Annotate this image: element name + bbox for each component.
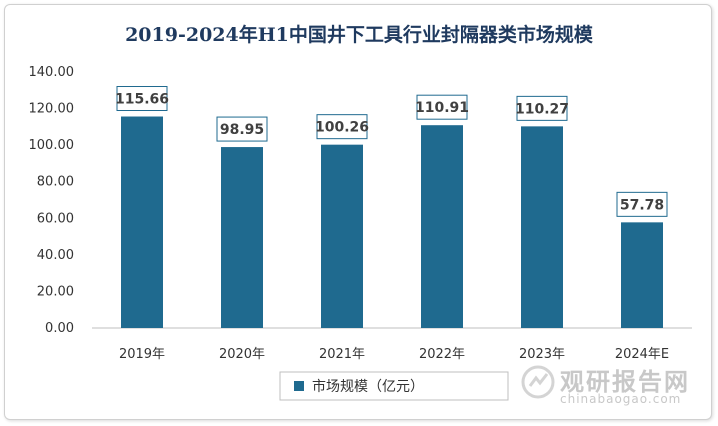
watermark-logo-icon [521,365,555,399]
y-tick-label: 0.00 [45,321,74,336]
x-tick-label: 2021年 [319,347,365,362]
x-tick-label: 2022年 [419,347,465,362]
x-tick-label: 2019年 [119,347,165,362]
bar [421,125,463,328]
y-tick-label: 140.00 [29,65,75,80]
data-label: 110.91 [415,100,469,116]
chart-title: 2019-2024年H1中国井下工具行业封隔器类市场规模 [125,24,593,46]
data-label: 57.78 [620,197,664,213]
data-label: 100.26 [315,120,369,136]
bar [621,222,663,328]
data-label: 115.66 [115,92,169,108]
y-tick-label: 80.00 [37,175,74,190]
y-tick-label: 40.00 [37,248,74,263]
data-label-box [316,114,368,140]
data-label-box [516,95,568,121]
legend-swatch [294,381,304,391]
x-tick-label: 2024年E [615,347,669,362]
bar [321,144,363,328]
y-tick-label: 120.00 [29,102,75,117]
watermark-name: 观研报告网 [560,368,690,396]
legend-box [279,371,509,401]
bar [521,126,563,328]
x-tick-label: 2020年 [219,347,265,362]
data-label-box [216,116,268,142]
data-label-box [416,94,468,120]
data-label-box [116,86,168,112]
legend-label: 市场规模（亿元） [312,378,424,395]
x-tick-label: 2023年 [519,347,565,362]
data-label: 98.95 [220,122,264,138]
y-tick-label: 60.00 [37,211,74,226]
y-tick-label: 20.00 [37,284,74,299]
data-label: 110.27 [515,101,569,117]
y-tick-label: 100.00 [29,138,75,153]
watermark-url: chinabaogao.com [560,392,682,406]
bar [121,116,163,328]
bar [221,147,263,328]
data-label-box [616,191,668,217]
